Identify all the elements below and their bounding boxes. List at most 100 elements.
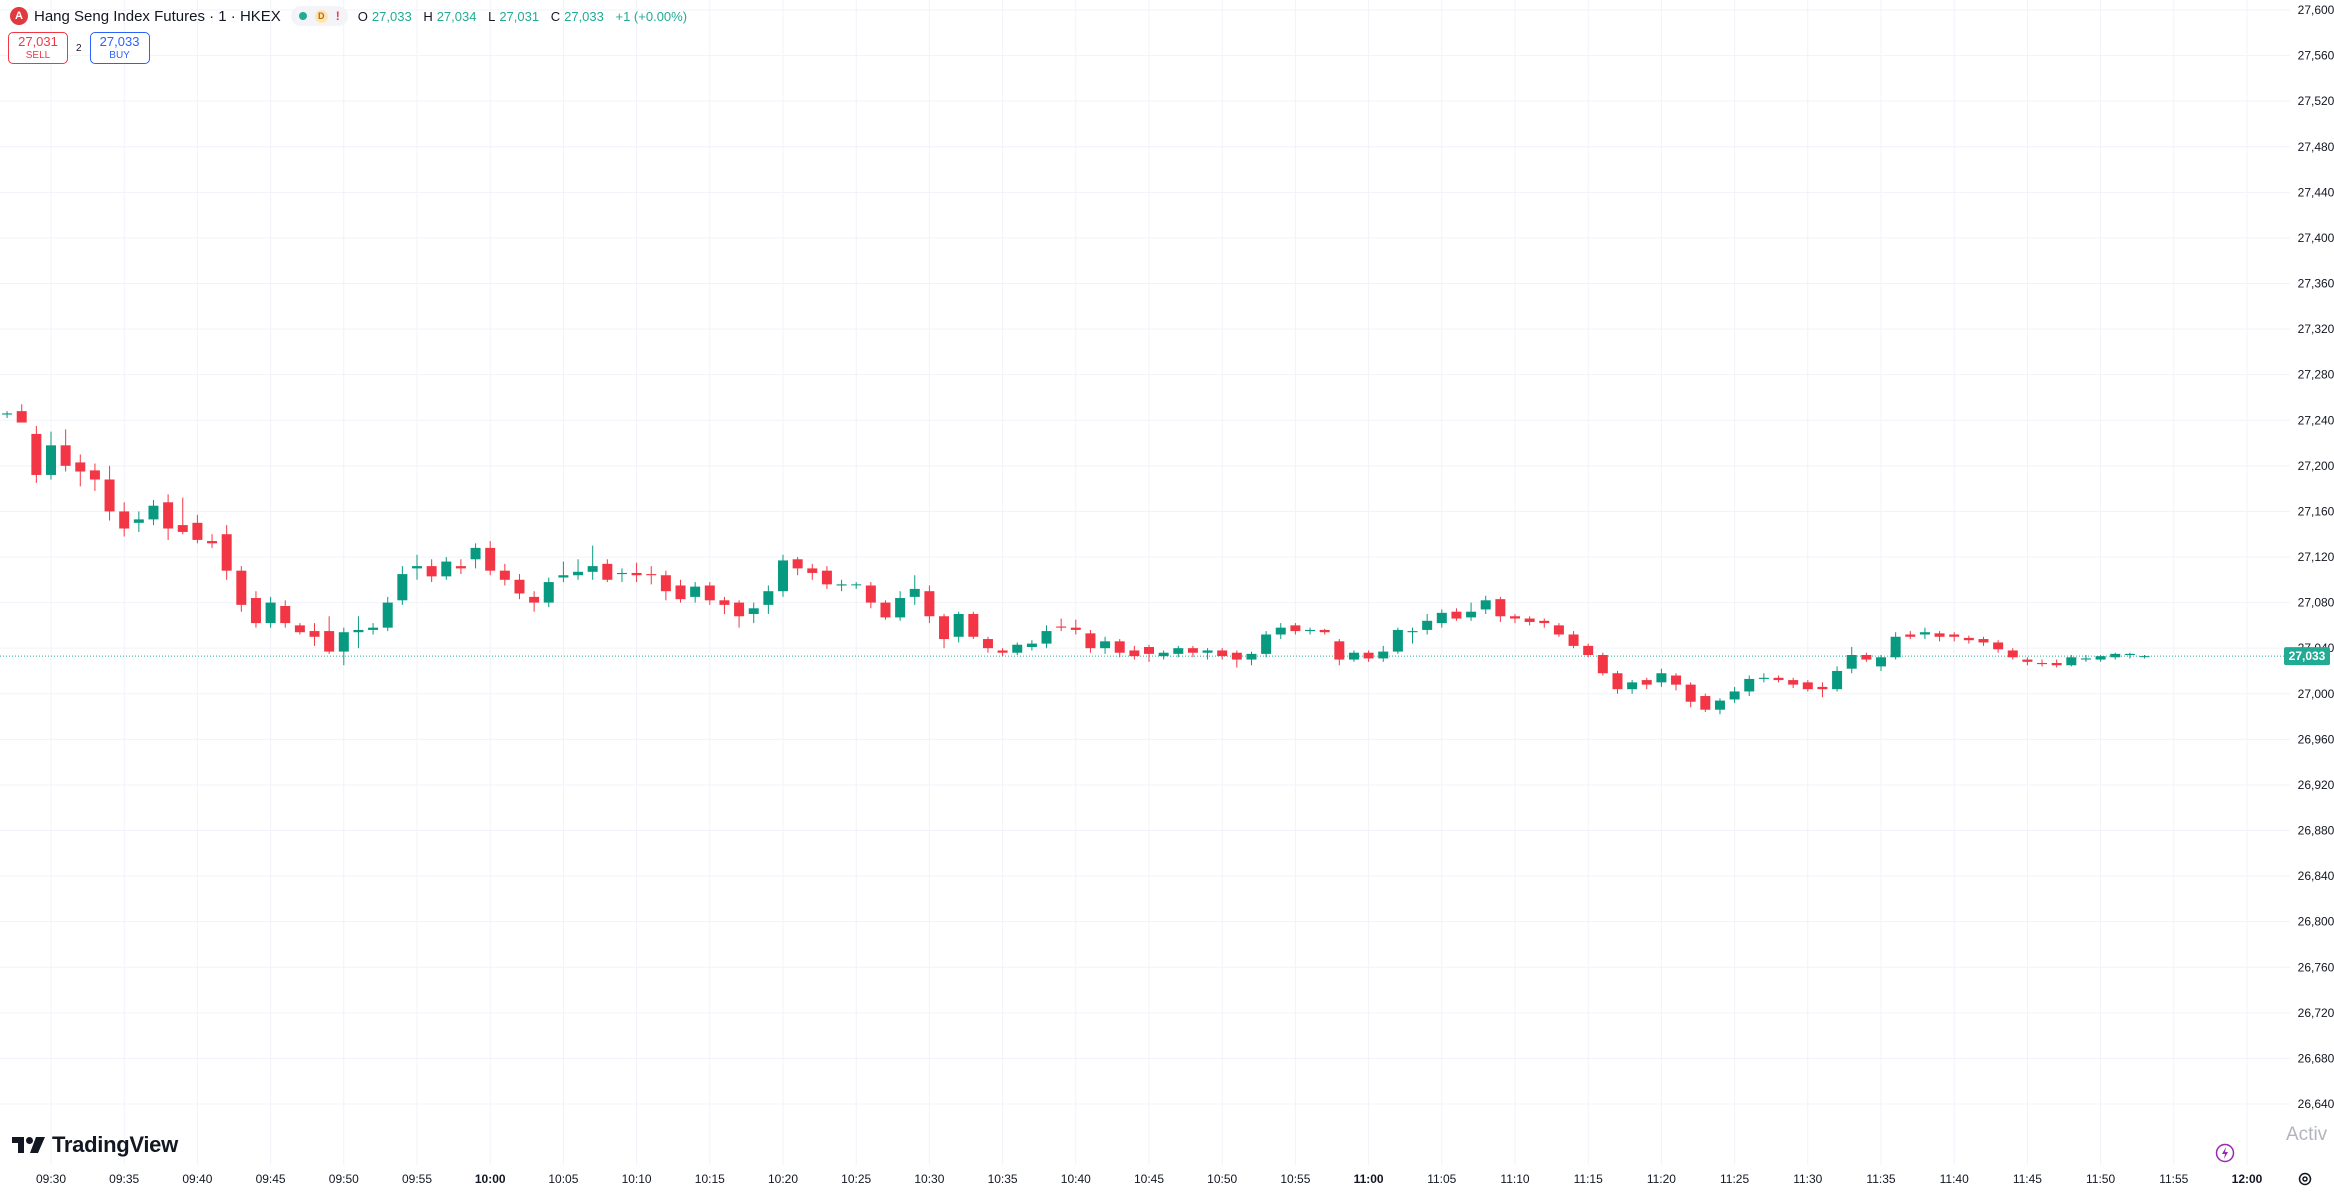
candle[interactable]: [1539, 618, 1550, 628]
candle[interactable]: [1319, 628, 1330, 635]
candle[interactable]: [909, 575, 920, 605]
candle[interactable]: [2095, 655, 2106, 662]
candle[interactable]: [1700, 693, 1711, 712]
candle[interactable]: [1744, 675, 1755, 697]
candle[interactable]: [1685, 682, 1696, 708]
candle[interactable]: [1246, 651, 1257, 666]
candle[interactable]: [821, 566, 832, 589]
candle[interactable]: [499, 563, 510, 586]
candle[interactable]: [192, 514, 203, 544]
candle[interactable]: [1436, 609, 1447, 628]
candle[interactable]: [1802, 680, 1813, 692]
candle[interactable]: [1012, 642, 1023, 656]
candle[interactable]: [2007, 648, 2018, 660]
candle[interactable]: [1451, 608, 1462, 621]
candle[interactable]: [997, 648, 1008, 657]
candle[interactable]: [89, 463, 100, 491]
candle[interactable]: [1817, 682, 1828, 698]
candle[interactable]: [792, 557, 803, 576]
candle[interactable]: [1832, 666, 1843, 692]
candle[interactable]: [2080, 655, 2091, 662]
candle[interactable]: [470, 543, 481, 569]
candle[interactable]: [631, 562, 642, 583]
settings-icon[interactable]: [2297, 1171, 2313, 1187]
candle[interactable]: [1085, 629, 1096, 653]
candle[interactable]: [148, 500, 159, 526]
candle[interactable]: [895, 591, 906, 621]
candle[interactable]: [1378, 645, 1389, 662]
candle[interactable]: [60, 429, 71, 472]
candle[interactable]: [1495, 596, 1506, 622]
candle[interactable]: [1510, 613, 1520, 624]
candle[interactable]: [309, 623, 320, 646]
candle[interactable]: [1261, 631, 1272, 658]
candle[interactable]: [382, 596, 393, 632]
candle[interactable]: [163, 494, 174, 540]
candle[interactable]: [1773, 675, 1784, 683]
candle[interactable]: [426, 559, 437, 583]
candle[interactable]: [1041, 625, 1052, 649]
candle[interactable]: [177, 497, 188, 535]
candle[interactable]: [865, 582, 876, 609]
candle[interactable]: [1729, 686, 1740, 703]
candle[interactable]: [1963, 635, 1974, 644]
candle[interactable]: [543, 577, 554, 608]
candle[interactable]: [1641, 677, 1652, 690]
candle[interactable]: [1934, 631, 1945, 642]
candle[interactable]: [1422, 613, 1433, 635]
candle[interactable]: [968, 611, 979, 640]
candle[interactable]: [1568, 631, 1579, 649]
candle[interactable]: [807, 563, 818, 580]
candle[interactable]: [1217, 648, 1228, 660]
candle[interactable]: [2110, 652, 2121, 660]
candle[interactable]: [46, 431, 56, 480]
candle[interactable]: [324, 616, 335, 654]
candle[interactable]: [1597, 652, 1608, 676]
candle[interactable]: [1758, 673, 1769, 683]
candle[interactable]: [924, 585, 935, 624]
candle[interactable]: [338, 627, 349, 666]
candle[interactable]: [1290, 623, 1301, 635]
candle[interactable]: [2066, 655, 2077, 667]
candle[interactable]: [294, 623, 305, 635]
candle[interactable]: [616, 568, 627, 583]
candle[interactable]: [31, 425, 42, 483]
flash-icon[interactable]: [2215, 1143, 2235, 1163]
candle[interactable]: [280, 600, 291, 628]
candle[interactable]: [485, 541, 496, 576]
candle[interactable]: [412, 554, 422, 580]
candle[interactable]: [1919, 627, 1930, 640]
candle[interactable]: [748, 602, 759, 624]
candle[interactable]: [660, 570, 671, 601]
candle[interactable]: [690, 582, 701, 603]
candle[interactable]: [1612, 670, 1623, 694]
candle[interactable]: [250, 591, 261, 628]
candle[interactable]: [441, 557, 452, 580]
candle[interactable]: [75, 454, 86, 487]
candle[interactable]: [704, 582, 715, 605]
candle[interactable]: [851, 582, 862, 589]
candle[interactable]: [207, 534, 218, 548]
sell-button[interactable]: 27,031 SELL: [8, 32, 68, 64]
candle[interactable]: [1553, 623, 1564, 637]
candle[interactable]: [1524, 616, 1535, 626]
candle[interactable]: [2037, 659, 2048, 667]
candle[interactable]: [368, 623, 379, 635]
candle[interactable]: [1949, 632, 1960, 642]
candle[interactable]: [1056, 618, 1067, 632]
candle[interactable]: [16, 404, 27, 423]
candle[interactable]: [1348, 650, 1359, 662]
candle[interactable]: [221, 525, 232, 580]
candle[interactable]: [1275, 623, 1286, 640]
candle[interactable]: [119, 502, 130, 537]
candle[interactable]: [236, 566, 247, 612]
candle[interactable]: [778, 554, 788, 597]
candle[interactable]: [455, 559, 466, 575]
candle[interactable]: [1890, 632, 1901, 660]
candle[interactable]: [529, 591, 540, 612]
candle[interactable]: [675, 579, 686, 603]
candle[interactable]: [646, 566, 657, 585]
candle[interactable]: [763, 585, 774, 614]
candle[interactable]: [1158, 650, 1169, 660]
